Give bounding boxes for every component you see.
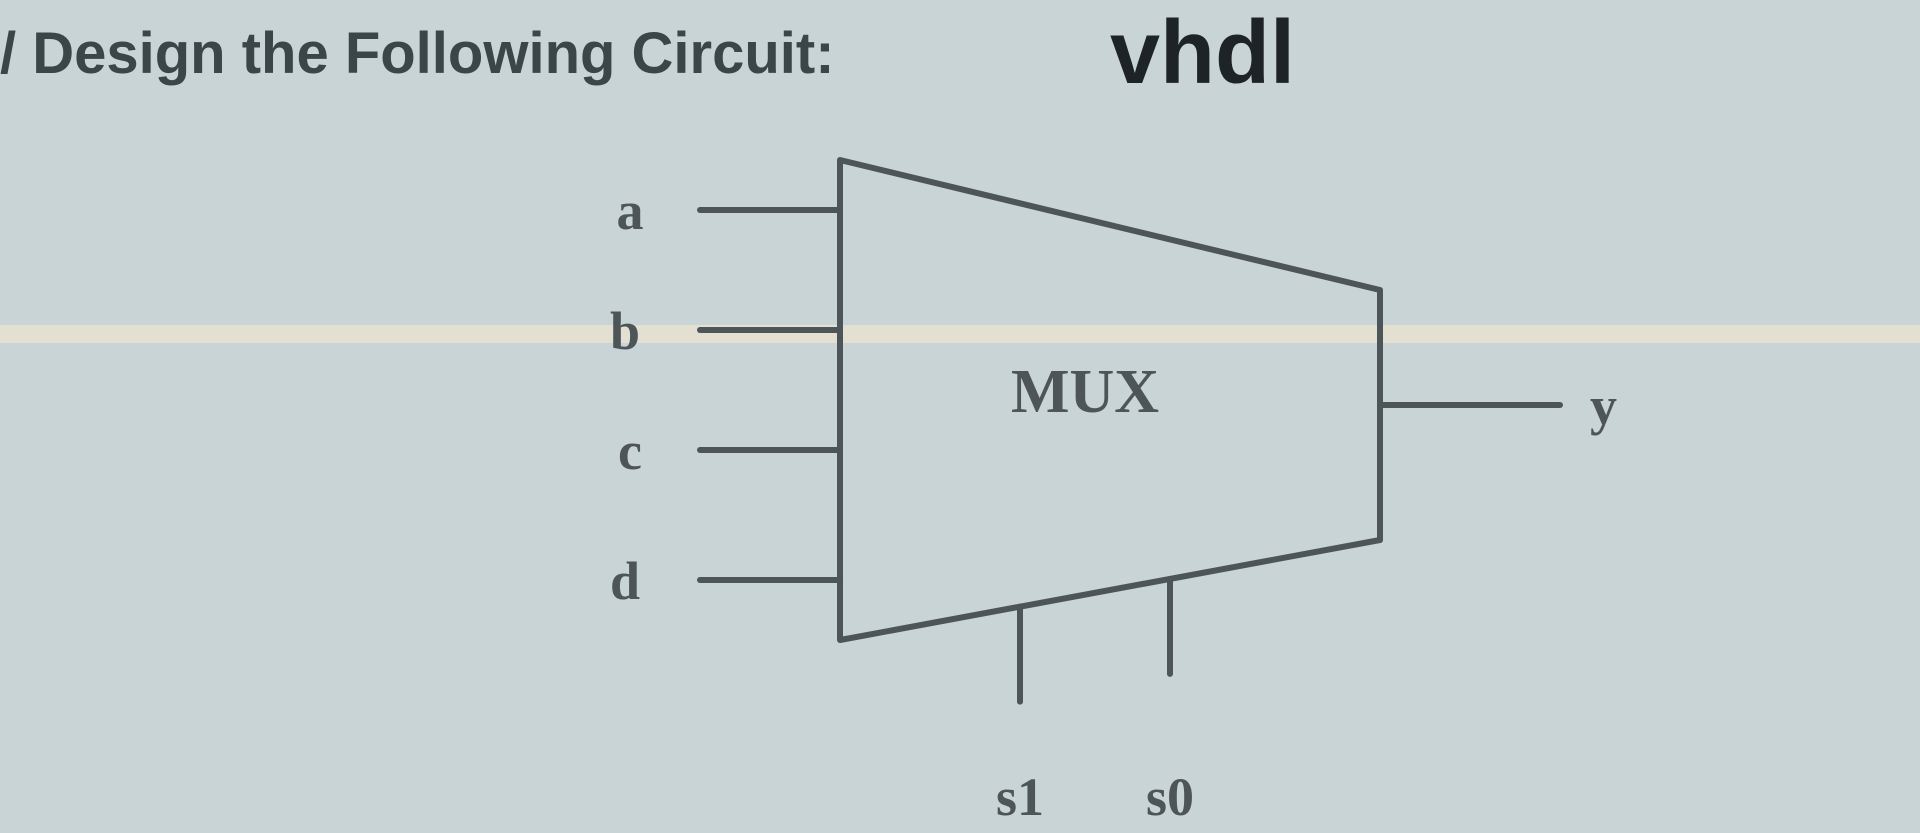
- input-label-d: d: [610, 551, 640, 611]
- input-label-a: a: [617, 181, 644, 241]
- input-label-c: c: [618, 421, 642, 481]
- output-label: y: [1590, 376, 1617, 436]
- page-root: / Design the Following Circuit: vhdl MUX…: [0, 0, 1920, 833]
- select-label-s1: s1: [996, 767, 1044, 827]
- select-label-s0: s0: [1146, 767, 1194, 827]
- input-label-b: b: [610, 301, 640, 361]
- mux-label: MUX: [1011, 358, 1159, 426]
- mux-diagram: MUX abc d y s1 s0: [0, 0, 1920, 833]
